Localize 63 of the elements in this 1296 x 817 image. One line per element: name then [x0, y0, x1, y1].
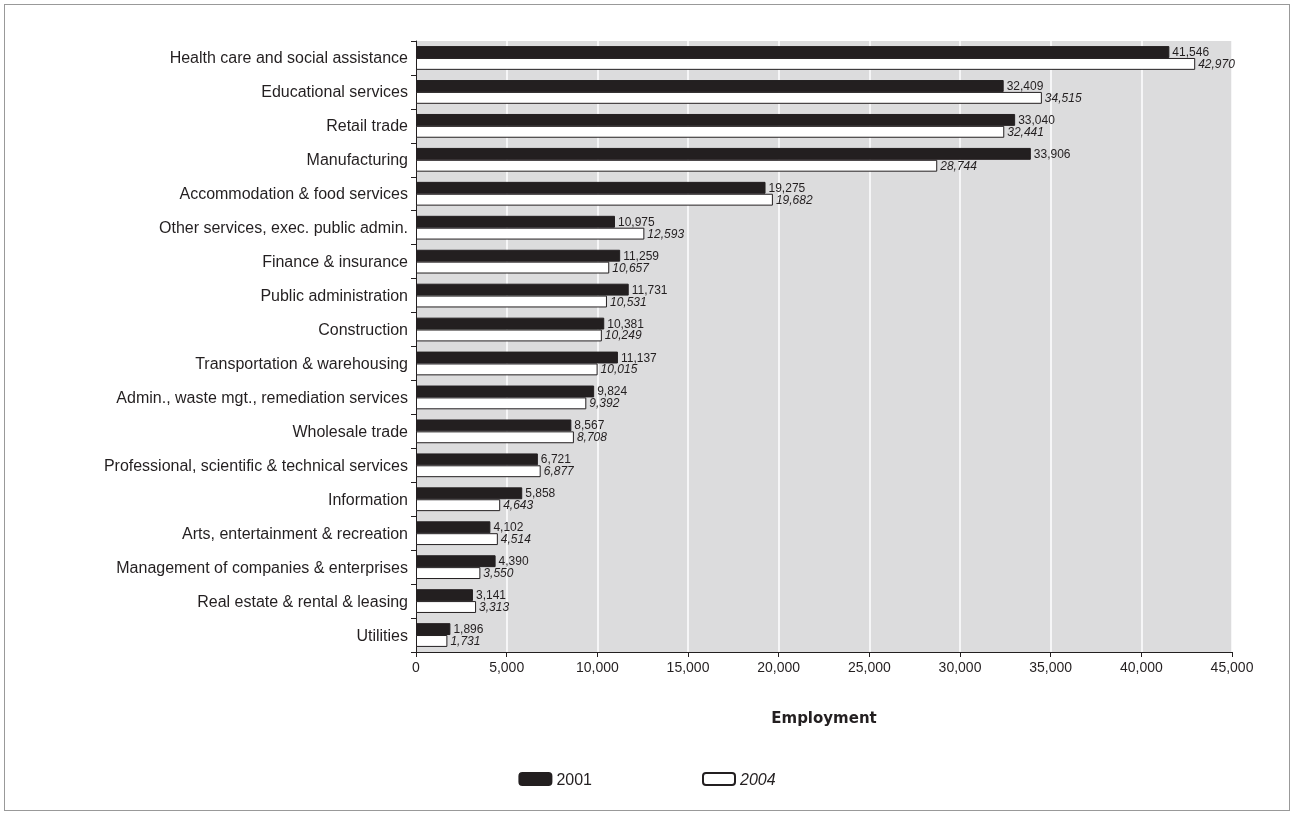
y-tick-label: Other services, exec. public admin. [159, 219, 408, 237]
y-tick-label: Health care and social assistance [169, 49, 409, 67]
data-label: 11,731 [631, 282, 668, 297]
y-tick-label: Management of companies & enterprises [116, 558, 408, 576]
data-label: 10,249 [604, 328, 642, 343]
legend-label: 2001 [556, 770, 593, 788]
data-label: 10,015 [600, 362, 638, 377]
y-tick-label: Professional, scientific & technical services [103, 456, 408, 474]
y-tick-label: Retail trade [326, 117, 409, 135]
x-tick-label: 0 [412, 659, 421, 675]
data-label: 19,275 [768, 180, 806, 195]
data-label: 33,040 [1018, 112, 1056, 127]
x-tick-label: 15,000 [666, 659, 710, 675]
data-label: 32,409 [1006, 78, 1044, 93]
data-label: 11,259 [623, 248, 660, 263]
data-label: 10,975 [618, 214, 656, 229]
data-label: 32,441 [1007, 124, 1044, 139]
y-tick-label: Real estate & rental & leasing [197, 592, 408, 610]
y-tick-label: Arts, entertainment & recreation [182, 524, 408, 542]
y-tick-label: Utilities [356, 626, 408, 644]
data-label: 10,657 [612, 260, 651, 275]
y-tick-label: Finance & insurance [262, 253, 409, 271]
x-tick-label: 40,000 [1119, 659, 1163, 675]
y-tick-label: Admin., waste mgt., remediation services [116, 388, 408, 406]
data-label: 6,721 [540, 452, 572, 467]
data-label: 9,392 [589, 396, 620, 411]
data-label: 10,381 [607, 316, 645, 331]
x-tick-label: 10,000 [575, 659, 619, 675]
x-tick-label: 25,000 [847, 659, 891, 675]
y-tick-label: Wholesale trade [292, 422, 409, 440]
y-tick-label: Transportation & warehousing [195, 354, 408, 372]
data-label: 8,567 [574, 418, 605, 433]
x-tick-label: 30,000 [938, 659, 982, 675]
data-label: 33,906 [1033, 146, 1071, 161]
data-label: 9,824 [597, 384, 628, 399]
legend-label: 2004 [739, 770, 776, 788]
y-tick-label: Construction [318, 321, 408, 339]
data-label: 4,514 [500, 532, 532, 547]
y-tick-label: Accommodation & food services [179, 185, 408, 203]
data-label: 8,708 [576, 430, 608, 445]
x-tick-label: 5,000 [489, 659, 525, 675]
x-tick-label: 35,000 [1029, 659, 1073, 675]
data-label: 12,593 [647, 226, 685, 241]
data-label: 4,643 [503, 498, 534, 513]
data-label: 4,390 [498, 554, 529, 569]
data-label: 34,515 [1044, 90, 1082, 105]
y-tick-label: Information [327, 490, 408, 508]
data-label: 3,141 [475, 588, 507, 603]
data-label: 3,550 [483, 566, 514, 581]
data-label: 10,531 [609, 294, 647, 309]
data-label: 11,137 [620, 350, 658, 365]
data-label: 4,102 [493, 520, 524, 535]
data-label: 28,744 [939, 158, 978, 173]
y-tick-label: Public administration [260, 287, 408, 305]
x-tick-label: 20,000 [757, 659, 801, 675]
data-label: 3,313 [479, 600, 510, 615]
data-label: 6,877 [543, 464, 576, 479]
x-tick-label: 45,000 [1210, 659, 1254, 675]
y-tick-label: Manufacturing [306, 151, 408, 169]
y-tick-label: Educational services [261, 83, 408, 101]
x-axis-title: Employment [771, 708, 877, 727]
data-label: 19,682 [775, 192, 813, 207]
data-label: 5,858 [525, 486, 556, 501]
